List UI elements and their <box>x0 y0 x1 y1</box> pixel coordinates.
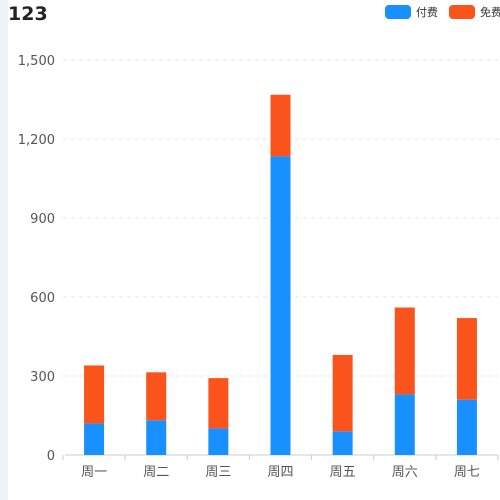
chart-panel: 123 付费 免费 0 300 600 900 1,200 1,500 周一 周二 周三 周四 周五… <box>8 0 500 500</box>
y-tick-label: 0 <box>47 449 55 464</box>
stacked-bar-chart: 0 300 600 900 1,200 1,500 周一 周二 周三 周四 周五 周六 周七 <box>18 54 499 480</box>
x-tick-label: 周七 <box>454 465 480 480</box>
y-tick-label: 1,200 <box>18 133 55 148</box>
bar-segment-paid <box>332 431 353 455</box>
y-tick-label: 1,500 <box>18 54 55 69</box>
bar-segment-paid <box>456 399 477 455</box>
y-tick-label: 600 <box>30 291 55 306</box>
bar-segment-paid <box>270 156 291 455</box>
x-tick-label: 周二 <box>143 465 169 480</box>
legend-swatch-paid <box>385 5 411 19</box>
y-tick-label: 900 <box>30 212 55 227</box>
legend-label-paid: 付费 <box>416 6 438 19</box>
legend-item-paid[interactable]: 付费 <box>385 4 438 20</box>
legend-item-free[interactable]: 免费 <box>449 4 500 20</box>
bar-segment-paid <box>84 423 105 455</box>
bar-segment-free <box>84 365 105 424</box>
x-tick-label: 周四 <box>267 465 293 480</box>
x-tick-label: 周六 <box>392 465 418 480</box>
bar-segment-paid <box>146 420 167 455</box>
bar-segment-free <box>146 372 167 421</box>
bar-segment-free <box>456 318 477 400</box>
y-tick-label: 300 <box>30 370 55 385</box>
legend-label-free: 免费 <box>480 6 500 19</box>
x-tick-label: 周一 <box>81 465 107 480</box>
bar-segment-paid <box>208 428 229 455</box>
bar-segment-free <box>394 307 415 395</box>
bar-segment-free <box>208 378 229 429</box>
bar-segment-paid <box>394 394 415 455</box>
chart-title: 123 <box>8 3 48 25</box>
x-tick-label: 周三 <box>205 465 231 480</box>
chart-legend: 付费 免费 <box>385 4 500 20</box>
bar-segment-free <box>332 354 353 432</box>
x-tick-label: 周五 <box>330 465 356 480</box>
bar-segment-free <box>270 94 291 157</box>
legend-swatch-free <box>449 5 475 19</box>
